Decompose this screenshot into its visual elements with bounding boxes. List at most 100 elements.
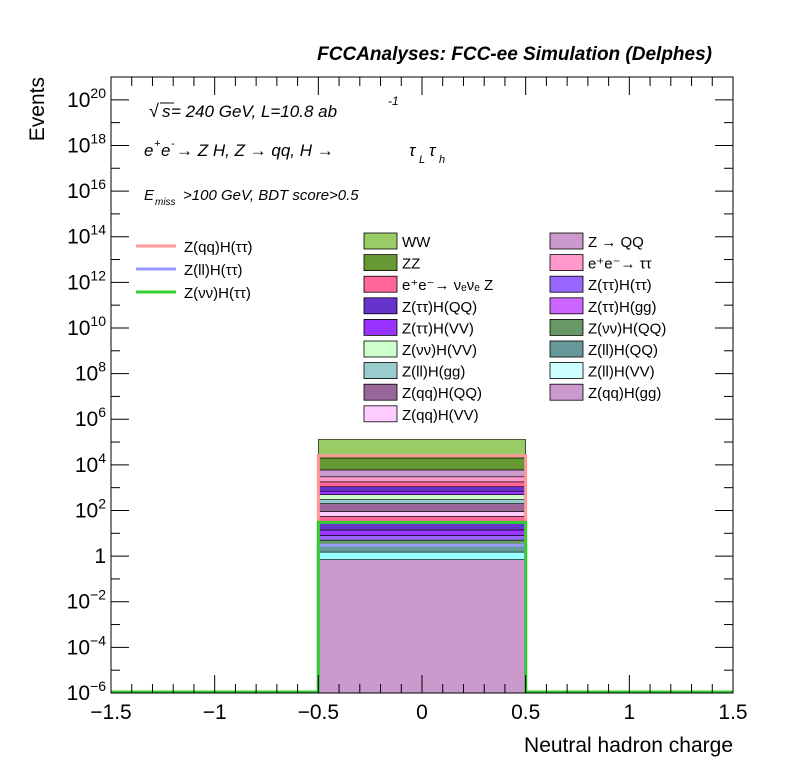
annotation-selection: E miss >100 GeV, BDT score>0.5 <box>144 187 359 208</box>
stack-bar-1 <box>318 551 526 560</box>
process-tau2-sub: h <box>439 154 445 166</box>
y-tick-exponent: 6 <box>98 404 106 420</box>
y-tick-label: 104 <box>75 450 106 477</box>
y-tick-label: 10−2 <box>67 587 107 614</box>
legend-bkg-label: Z(qq)H(QQ) <box>402 385 482 402</box>
x-axis: −1.5 −1 −0.5 0 0.5 1 1.5 <box>90 77 748 724</box>
legend-bkg-label: Z(ττ)H(ττ) <box>588 277 652 294</box>
y-tick-label: 10−4 <box>67 632 107 659</box>
stack-bar-13 <box>318 486 526 492</box>
energy-lumi-text: = 240 GeV, L=10.8 ab <box>171 102 337 121</box>
y-tick-label: 102 <box>75 495 106 522</box>
legend-background: WW ZZ e⁺e⁻→ νₑνₑ Z Z(ττ)H(QQ) Z(ττ)H(VV) Z(νν… <box>363 232 666 424</box>
sqrt-s-label: s <box>162 102 171 121</box>
stack-bar-9 <box>318 503 526 512</box>
legend-bkg-swatch <box>549 297 584 315</box>
y-tick-exponent: −2 <box>90 587 106 603</box>
y-tick-base: 10 <box>67 134 90 157</box>
process-tau1-sub: L <box>419 154 425 166</box>
process-e1: e <box>144 141 153 160</box>
legend-bkg-swatch <box>363 362 398 380</box>
y-tick-label: 1010 <box>67 313 106 340</box>
annotation-energy-lumi: √ s = 240 GeV, L=10.8 ab -1 <box>149 94 399 121</box>
legend-bkg-label: Z(ll)H(VV) <box>588 364 655 381</box>
y-tick-label: 106 <box>75 404 106 431</box>
legend-bkg-label: Z(qq)H(VV) <box>402 407 479 424</box>
y-tick-base: 10 <box>67 636 90 659</box>
stack-bar-17 <box>318 457 526 471</box>
y-tick-base: 10 <box>67 682 90 705</box>
stack-bar-15 <box>318 476 526 483</box>
legend-bkg-swatch <box>363 232 398 250</box>
legend-bkg-swatch <box>549 383 584 401</box>
process-e2: e <box>161 141 170 160</box>
y-tick-base: 10 <box>67 89 90 112</box>
stack-bar-14 <box>318 481 526 488</box>
legend-bkg-label: Z(ττ)H(VV) <box>402 320 474 337</box>
y-tick-exponent: 2 <box>98 495 106 511</box>
y-tick-label: 1014 <box>67 222 106 249</box>
annotation-process: e + e - → Z H, Z → qq, H → τ L τ h <box>144 138 445 166</box>
x-tick-label: 0.5 <box>511 701 540 724</box>
x-tick-label: 1.5 <box>718 701 747 724</box>
y-axis-label: Events <box>26 77 49 141</box>
legend-bkg-swatch <box>363 275 398 293</box>
stack-bar-5 <box>318 529 526 536</box>
stack-bar-16 <box>318 469 526 478</box>
y-tick-base: 10 <box>75 499 98 522</box>
y-tick-base: 10 <box>75 454 98 477</box>
y-tick-label: 1020 <box>67 85 106 112</box>
process-e1-sup: + <box>154 138 161 150</box>
legend-signal: Z(qq)H(ττ) Z(ll)H(ττ) Z(νν)H(ττ) <box>136 239 253 302</box>
y-tick-label: 10−6 <box>67 678 107 705</box>
x-tick-label: −1 <box>203 701 227 724</box>
y-tick-exponent: 4 <box>98 450 106 466</box>
legend-bkg-swatch <box>549 362 584 380</box>
y-tick-exponent: 18 <box>90 130 106 146</box>
legend-signal-label: Z(qq)H(ττ) <box>184 239 253 256</box>
legend-bkg-swatch <box>549 318 584 336</box>
y-tick-base: 10 <box>67 226 90 249</box>
legend-bkg-label: Z(ll)H(gg) <box>402 364 465 381</box>
y-tick-label: 1 <box>94 545 106 568</box>
legend-bkg-label: Z(qq)H(gg) <box>588 385 661 402</box>
y-tick-exponent: 12 <box>90 267 106 283</box>
y-tick-exponent: 20 <box>90 85 106 101</box>
legend-bkg-label: e⁺e⁻→ ττ <box>588 256 652 273</box>
legend-bkg-label: Z(νν)H(QQ) <box>588 320 666 337</box>
process-tau2: τ <box>429 141 437 160</box>
x-tick-label: 1 <box>623 701 635 724</box>
y-tick-base: 10 <box>67 317 90 340</box>
legend-bkg-swatch <box>363 405 398 423</box>
stack-bar-0 <box>318 559 526 694</box>
y-tick-base: 10 <box>75 408 98 431</box>
plot-title: FCCAnalyses: FCC-ee Simulation (Delphes) <box>317 44 712 65</box>
stack-bar-12 <box>318 490 526 495</box>
process-e2-sup: - <box>171 138 175 150</box>
y-axis: 10−610−410−21102104106108101010121014101… <box>67 76 733 705</box>
y-tick-base: 10 <box>67 591 90 614</box>
legend-bkg-label: Z(νν)H(VV) <box>402 342 477 359</box>
histogram-marks <box>111 439 733 694</box>
legend-signal-label: Z(νν)H(ττ) <box>184 285 251 302</box>
selection-text: >100 GeV, BDT score>0.5 <box>183 187 359 204</box>
selection-e: E <box>144 187 155 204</box>
legend-bkg-swatch <box>363 254 398 272</box>
stack-bar-10 <box>318 499 526 504</box>
process-tau1: τ <box>409 141 417 160</box>
legend-bkg-swatch <box>363 383 398 401</box>
y-tick-exponent: −4 <box>90 632 106 648</box>
y-tick-label: 1018 <box>67 130 106 157</box>
legend-bkg-swatch <box>549 254 584 272</box>
legend-bkg-label: e⁺e⁻→ νₑνₑ Z <box>402 277 493 294</box>
stack-bar-4 <box>318 535 526 541</box>
legend-bkg-swatch <box>363 340 398 358</box>
process-decay-text: → Z H, Z → qq, H → <box>176 141 334 160</box>
legend-bkg-label: WW <box>402 234 431 251</box>
legend-bkg-label: Z → QQ <box>588 234 644 251</box>
x-tick-label: 0 <box>416 701 428 724</box>
legend-bkg-swatch <box>549 232 584 250</box>
legend-bkg-swatch <box>549 340 584 358</box>
